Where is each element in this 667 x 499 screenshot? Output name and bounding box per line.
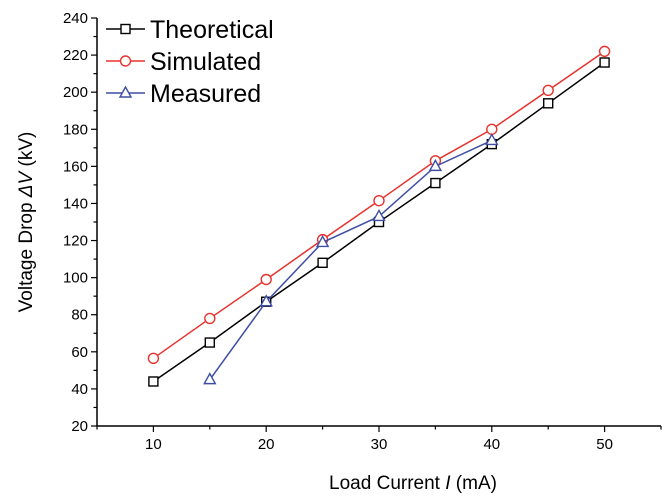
- data-point: [598, 45, 611, 58]
- legend-label: Measured: [150, 80, 261, 108]
- data-point: [373, 194, 385, 207]
- y-axis-ticks: 20 40 60 80 100 120 140 160 180 200 220 240: [63, 10, 97, 435]
- y-tick-label: 220: [63, 47, 88, 64]
- series-measured: [203, 132, 499, 385]
- data-point: [486, 123, 498, 135]
- data-point: [259, 294, 273, 307]
- legend-marker: [119, 55, 132, 67]
- x-tick-label: 10: [145, 436, 162, 453]
- x-axis-title: Load Current I (mA): [329, 473, 497, 494]
- legend-label: Simulated: [150, 48, 261, 76]
- x-tick-label: 50: [596, 436, 613, 453]
- series-line: [209, 139, 493, 381]
- legend-item-theoretical: Theoretical: [106, 16, 274, 44]
- y-tick-label: 120: [63, 233, 88, 250]
- data-point: [203, 372, 217, 385]
- data-point: [147, 352, 160, 365]
- x-tick-label: 40: [483, 436, 500, 453]
- data-point: [430, 177, 441, 189]
- data-point: [599, 57, 610, 68]
- x-axis-ticks: 10 20 30 40 50: [96, 426, 662, 453]
- y-tick-label: 140: [63, 195, 88, 212]
- y-tick-label: 60: [71, 344, 88, 361]
- legend-item-simulated: Simulated: [106, 48, 261, 76]
- data-point: [260, 273, 272, 286]
- data-point: [204, 337, 216, 348]
- data-point: [485, 132, 499, 146]
- y-tick-label: 40: [71, 381, 88, 398]
- y-axis-title: Voltage Drop ΔV (kV): [16, 132, 37, 313]
- legend-item-measured: Measured: [106, 80, 261, 108]
- data-point: [428, 158, 443, 172]
- data-point: [315, 234, 330, 248]
- x-tick-label: 20: [258, 436, 275, 453]
- data-point: [204, 312, 216, 325]
- legend-marker: [118, 85, 133, 98]
- x-tick-label: 30: [371, 436, 388, 453]
- data-point: [317, 257, 328, 268]
- y-tick-label: 180: [63, 121, 88, 138]
- data-point: [543, 98, 554, 109]
- y-tick-label: 200: [63, 84, 88, 101]
- plot-area: [147, 45, 611, 387]
- y-tick-label: 20: [71, 418, 88, 435]
- y-tick-label: 160: [63, 158, 88, 175]
- data-point: [372, 208, 386, 222]
- y-tick-label: 100: [63, 270, 88, 287]
- data-point: [148, 376, 159, 387]
- legend-label: Theoretical: [150, 16, 274, 44]
- legend-marker: [120, 23, 131, 35]
- data-point: [542, 84, 554, 97]
- y-tick-label: 80: [71, 307, 88, 324]
- legend: Theoretical Simulated Measured: [106, 16, 274, 108]
- y-tick-label: 240: [63, 10, 88, 27]
